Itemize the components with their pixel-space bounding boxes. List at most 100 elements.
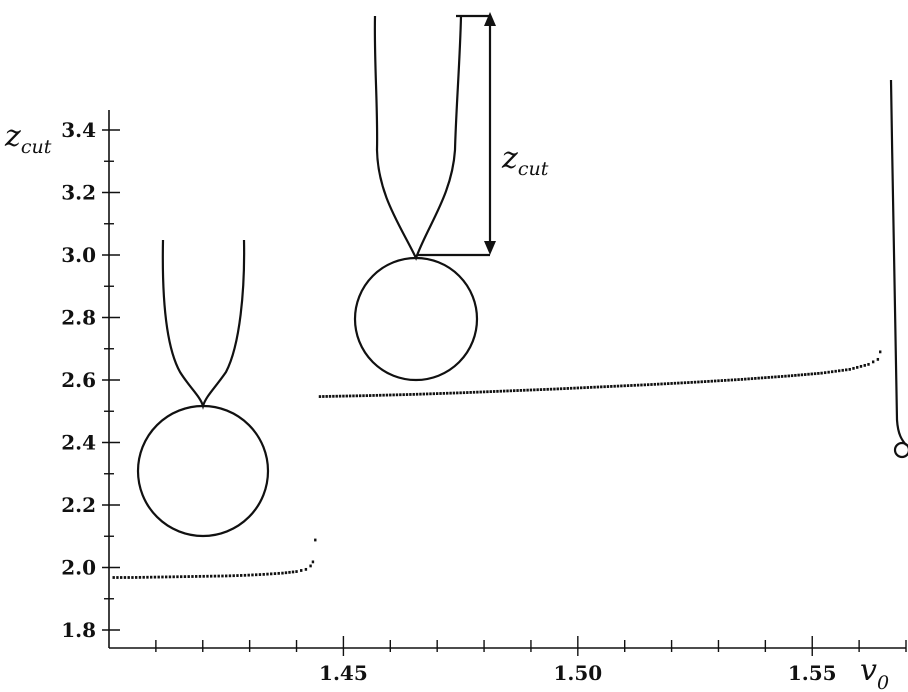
y-tick-label: 1.8 xyxy=(61,618,96,642)
curve-dot xyxy=(767,376,770,379)
curve-dot xyxy=(543,388,546,391)
curve-dot xyxy=(713,379,717,383)
curve-dot xyxy=(328,394,332,398)
curve-dot xyxy=(288,570,291,574)
curve-dot xyxy=(794,373,797,377)
curve-dot xyxy=(456,391,459,395)
data-point xyxy=(553,387,556,391)
curve-dot xyxy=(379,393,382,397)
data-point xyxy=(365,394,369,398)
curve-dot xyxy=(429,392,432,396)
zcut-arrow-head-bottom xyxy=(484,241,496,255)
curve-dot xyxy=(596,385,600,389)
curve-dot xyxy=(579,386,583,390)
curve-dot xyxy=(536,388,539,392)
curve-dot xyxy=(322,395,325,398)
curve-dot xyxy=(859,364,863,368)
series-2 xyxy=(318,350,882,398)
data-point xyxy=(112,576,115,579)
data-point xyxy=(309,564,312,568)
data-point xyxy=(206,574,209,578)
curve-dot xyxy=(439,392,442,395)
zcut-annotation-label: zcut xyxy=(501,141,549,180)
curve-dot xyxy=(191,575,194,578)
curve-dot xyxy=(446,391,449,395)
curve-dot xyxy=(734,378,737,382)
curve-dot xyxy=(667,382,670,386)
curve-dot xyxy=(690,380,693,384)
curve-dot xyxy=(703,380,707,383)
curve-dot xyxy=(744,377,747,381)
curve-dot xyxy=(856,365,859,369)
data-point xyxy=(600,385,603,389)
curve-dot xyxy=(660,382,663,386)
curve-dot xyxy=(399,393,402,397)
curve-dot xyxy=(489,390,492,394)
drop-circle-left xyxy=(136,404,270,538)
curve-dot xyxy=(362,394,365,398)
curve-dot xyxy=(590,385,593,389)
data-point xyxy=(459,391,462,395)
curve-dot xyxy=(432,392,436,396)
curve-dot xyxy=(807,372,810,376)
curve-dot xyxy=(841,368,844,372)
curve-dot xyxy=(385,393,389,397)
y-axis-label: zcut xyxy=(4,119,52,158)
curve-dot xyxy=(626,384,630,388)
curve-dot xyxy=(616,384,620,388)
curve-dot xyxy=(342,394,345,398)
neck-middle-outline xyxy=(373,15,463,261)
x-axis-label-subscript: 0 xyxy=(877,672,889,692)
curve-dot xyxy=(563,387,566,390)
curve-dot xyxy=(405,393,409,396)
curve-dot xyxy=(546,387,549,391)
curve-dot xyxy=(512,389,516,393)
curve-dot xyxy=(533,388,536,392)
data-point xyxy=(318,395,322,398)
curve-dot xyxy=(523,388,526,392)
curve-dot xyxy=(210,574,213,578)
curve-dot xyxy=(636,383,640,387)
axis-labels: zcut v0 xyxy=(4,119,889,692)
curve-dot xyxy=(845,368,848,372)
drop-shape-middle xyxy=(353,15,479,382)
curve-dot xyxy=(123,576,127,579)
curve-dot xyxy=(509,389,513,393)
y-axis-label-subscript: cut xyxy=(21,136,52,158)
x-axis-label-main: v xyxy=(860,653,877,688)
curve-dot xyxy=(566,387,569,390)
curve-dot xyxy=(164,575,168,579)
curve-dot xyxy=(852,366,855,370)
curve-dot xyxy=(827,370,830,374)
curve-dot xyxy=(348,394,352,398)
curve-dot xyxy=(335,394,338,398)
data-point xyxy=(787,374,790,378)
y-axis-label-main: z xyxy=(4,119,21,154)
drop-shape-left xyxy=(136,239,270,538)
curve-dot xyxy=(606,385,610,388)
y-ticks: 1.8 2.0 2.2 2.4 2.6 2.8 3.0 3.2 3.4 xyxy=(61,118,120,642)
curve-dot xyxy=(176,575,179,579)
curve-dot xyxy=(422,392,425,396)
curve-dot xyxy=(415,392,419,396)
x-axis-label: v0 xyxy=(860,653,889,692)
curve-dot xyxy=(251,573,254,577)
curve-dot xyxy=(613,384,616,388)
curve-dot xyxy=(576,386,580,390)
zcut-dimension-marker: zcut xyxy=(418,12,549,257)
curve-dot xyxy=(804,373,807,376)
curve-dot xyxy=(593,385,596,389)
curve-dot xyxy=(620,384,623,388)
curve-dot xyxy=(790,374,794,378)
curve-dot xyxy=(202,574,205,578)
data-point xyxy=(848,367,851,371)
curve-dot xyxy=(496,389,499,393)
curve-dot xyxy=(479,390,482,394)
curve-dot xyxy=(549,387,553,391)
curve-dot xyxy=(425,392,429,396)
curve-dot xyxy=(116,576,119,579)
curve-dot xyxy=(389,393,392,397)
curve-dot xyxy=(291,570,295,574)
curve-dot xyxy=(760,376,764,380)
curve-dot xyxy=(780,375,784,378)
